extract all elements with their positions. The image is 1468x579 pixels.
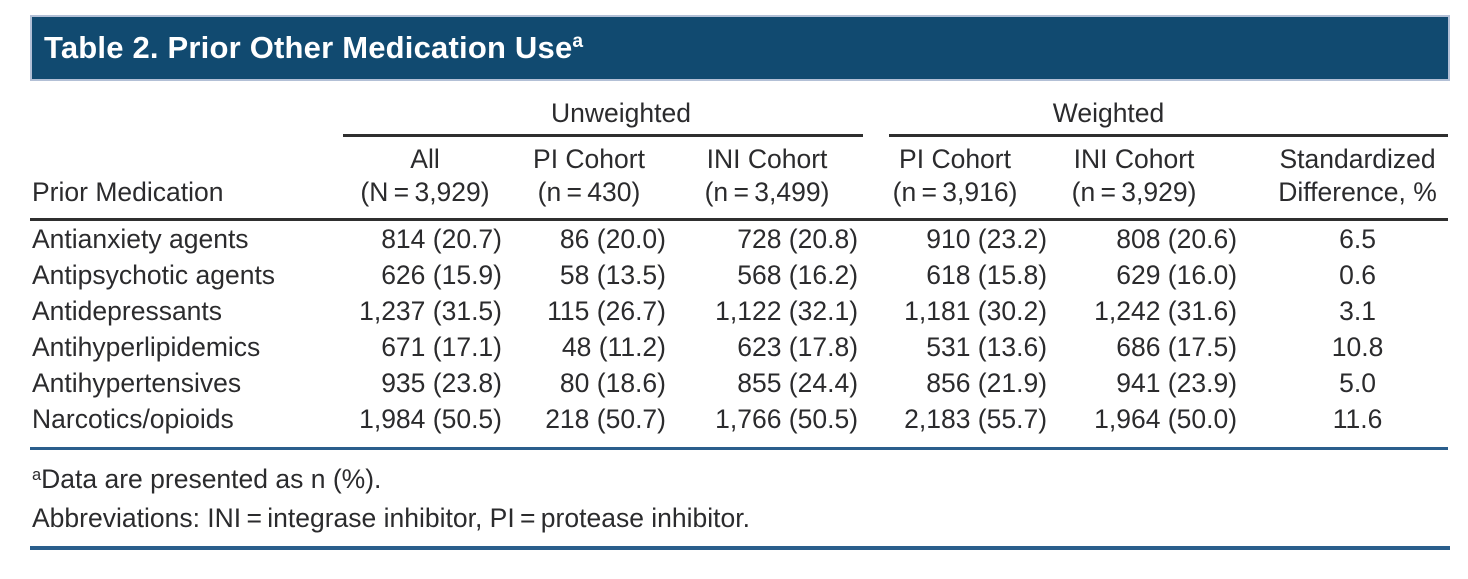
row-label: Antianxiety agents xyxy=(32,223,249,254)
table-title-text: Table 2. Prior Other Medication Use xyxy=(44,30,573,65)
cell-all: 626 (15.9) xyxy=(381,259,502,290)
footnote-a: aData are presented as n (%). xyxy=(32,462,1450,501)
cell-pi-weighted: 531 (13.6) xyxy=(926,331,1048,362)
group-header-empty xyxy=(30,89,343,136)
column-header-standardized-line1: Standardized xyxy=(1279,144,1436,174)
cell-pi-weighted: 618 (15.8) xyxy=(926,259,1048,290)
cell-pi-weighted: 856 (21.9) xyxy=(926,367,1048,398)
column-gap xyxy=(863,257,889,293)
cell-ini-unweighted: 855 (24.4) xyxy=(737,367,859,398)
cell-all: 935 (23.8) xyxy=(381,367,502,398)
group-header-row: Unweighted Weighted xyxy=(30,89,1449,137)
column-header-pi-weighted-line2: (n = 3,916) xyxy=(892,177,1018,207)
cell-pi-unweighted: 86 (20.0) xyxy=(559,223,666,254)
row-label: Antidepressants xyxy=(32,295,223,326)
cell-std-difference: 0.6 xyxy=(1339,259,1376,290)
column-header-ini-weighted-line2: (n = 3,929) xyxy=(1071,177,1197,207)
table-row-antihypertensives: Antihypertensives 935 (23.8) 80 (18.6) 8… xyxy=(30,365,1448,401)
column-gap xyxy=(863,329,889,365)
column-header-all: All (N = 3,929) xyxy=(343,135,507,221)
column-header-pi-unweighted-line1: PI Cohort xyxy=(533,144,645,174)
column-gap xyxy=(863,89,889,136)
cell-all: 1,984 (50.5) xyxy=(343,401,507,450)
cell-ini-weighted: 941 (23.9) xyxy=(1116,367,1238,398)
cell-std-difference: 6.5 xyxy=(1339,223,1376,254)
cell-pi-unweighted: 80 (18.6) xyxy=(559,367,666,398)
cell-ini-weighted: 1,964 (50.0) xyxy=(1071,401,1268,450)
column-header-row: Prior Medication All (N = 3,929) PI Coho… xyxy=(30,135,1449,221)
column-header-pi-unweighted-line2: (n = 430) xyxy=(537,177,641,207)
abbreviations-note: Abbreviations: INI = integrase inhibitor… xyxy=(32,503,750,533)
cell-ini-unweighted: 1,122 (32.1) xyxy=(715,295,859,326)
row-label: Antipsychotic agents xyxy=(32,259,276,290)
column-gap xyxy=(863,365,889,401)
cell-ini-weighted: 1,242 (31.6) xyxy=(1094,295,1238,326)
cell-std-difference: 11.6 xyxy=(1267,401,1449,450)
cell-ini-unweighted: 728 (20.8) xyxy=(737,223,859,254)
cell-std-difference: 5.0 xyxy=(1339,367,1376,398)
cell-all: 1,237 (31.5) xyxy=(359,295,502,326)
table-footnotes: aData are presented as n (%). Abbreviati… xyxy=(30,450,1450,550)
column-header-ini-weighted: INI Cohort (n = 3,929) xyxy=(1071,135,1268,221)
cell-pi-unweighted: 218 (50.7) xyxy=(507,401,671,450)
cell-pi-weighted: 1,181 (30.2) xyxy=(904,295,1048,326)
table-row-antidepressants: Antidepressants 1,237 (31.5) 115 (26.7) … xyxy=(30,293,1448,329)
column-header-ini-unweighted: INI Cohort (n = 3,499) xyxy=(671,135,864,221)
cell-ini-weighted: 686 (17.5) xyxy=(1116,331,1238,362)
column-header-standardized-difference: Standardized Difference, % xyxy=(1267,135,1449,221)
cell-pi-unweighted: 115 (26.7) xyxy=(547,295,666,326)
column-gap xyxy=(863,401,890,450)
row-label: Antihypertensives xyxy=(32,367,242,398)
column-header-pi-unweighted: PI Cohort (n = 430) xyxy=(507,135,671,221)
table-row-narcotics-opioids: Narcotics/opioids 1,984 (50.5) 218 (50.7… xyxy=(30,401,1449,450)
column-header-ini-unweighted-line2: (n = 3,499) xyxy=(704,177,830,207)
cell-pi-weighted: 2,183 (55.7) xyxy=(889,401,1072,450)
cell-all: 814 (20.7) xyxy=(381,223,502,254)
row-label: Narcotics/opioids xyxy=(30,401,343,450)
group-header-weighted: Weighted xyxy=(889,89,1449,137)
column-gap xyxy=(863,293,889,329)
cell-ini-unweighted: 623 (17.8) xyxy=(737,331,859,362)
column-gap xyxy=(863,220,889,258)
cell-pi-unweighted: 58 (13.5) xyxy=(559,259,666,290)
table-row-antihyperlipidemics: Antihyperlipidemics 671 (17.1) 48 (11.2)… xyxy=(30,329,1448,365)
table-row-antipsychotic: Antipsychotic agents 626 (15.9) 58 (13.5… xyxy=(30,257,1448,293)
cell-ini-unweighted: 568 (16.2) xyxy=(737,259,859,290)
table-title: Table 2. Prior Other Medication Usea xyxy=(44,30,583,66)
cell-all: 671 (17.1) xyxy=(381,331,502,362)
group-header-unweighted: Unweighted xyxy=(343,89,864,137)
prior-medication-table: Unweighted Weighted Prior Medication All… xyxy=(30,89,1449,450)
column-header-all-line2: (N = 3,929) xyxy=(360,177,490,207)
cell-ini-weighted: 629 (16.0) xyxy=(1116,259,1238,290)
column-header-standardized-line2: Difference, % xyxy=(1278,177,1437,207)
row-label: Antihyperlipidemics xyxy=(32,331,261,362)
column-header-ini-unweighted-line1: INI Cohort xyxy=(706,144,828,174)
table-row-antianxiety: Antianxiety agents 814 (20.7) 86 (20.0) … xyxy=(30,220,1448,258)
cell-ini-unweighted: 1,766 (50.5) xyxy=(671,401,864,450)
cell-pi-weighted: 910 (23.2) xyxy=(926,223,1048,254)
column-header-all-line1: All xyxy=(410,144,440,174)
column-header-pi-weighted-line1: PI Cohort xyxy=(899,144,1011,174)
column-gap xyxy=(863,135,890,221)
table-title-superscript: a xyxy=(572,31,584,53)
cell-std-difference: 3.1 xyxy=(1339,295,1376,326)
cell-std-difference: 10.8 xyxy=(1331,331,1384,362)
cell-pi-unweighted: 48 (11.2) xyxy=(561,331,666,362)
column-header-prior-medication: Prior Medication xyxy=(30,135,343,221)
column-header-pi-weighted: PI Cohort (n = 3,916) xyxy=(889,135,1072,221)
column-header-ini-weighted-line1: INI Cohort xyxy=(1073,144,1195,174)
footnote-a-superscript: a xyxy=(32,465,42,484)
footnote-a-text: Data are presented as n (%). xyxy=(41,464,382,494)
cell-ini-weighted: 808 (20.6) xyxy=(1116,223,1238,254)
table-title-bar: Table 2. Prior Other Medication Usea xyxy=(30,15,1450,81)
